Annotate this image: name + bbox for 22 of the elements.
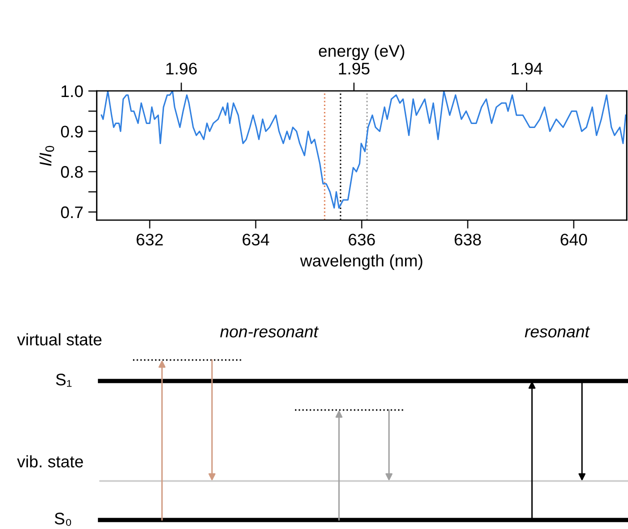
y-tick-label: 0.7 <box>61 206 83 218</box>
x-axis-title: wavelength (nm) <box>300 254 422 270</box>
line-series <box>100 90 626 209</box>
x-tick-label: 636 <box>348 234 375 246</box>
y-tick-label: 0.9 <box>61 126 83 138</box>
text: S₀ <box>54 512 72 526</box>
x-tick-label: 638 <box>454 234 481 246</box>
x-tick-label: 632 <box>136 234 163 246</box>
x-tick-label: 640 <box>560 234 587 246</box>
text: resonant <box>524 326 590 338</box>
x2-tick-label: 1.94 <box>512 62 542 74</box>
x2-axis-title: energy (eV) <box>318 44 404 60</box>
y-axis-title: I/I$_{0}$ <box>39 146 54 166</box>
text: vib. state <box>17 455 83 468</box>
y-tick-label: 1.0 <box>62 85 83 98</box>
x-tick-label: 634 <box>242 234 270 246</box>
text: non-resonant <box>220 326 319 338</box>
x2-tick-label: 1.96 <box>166 62 197 74</box>
y-tick-label: 0.8 <box>61 166 83 178</box>
text: S₁ <box>56 374 72 387</box>
text: virtual state <box>17 333 102 346</box>
x2-tick-label: 1.95 <box>339 62 370 74</box>
